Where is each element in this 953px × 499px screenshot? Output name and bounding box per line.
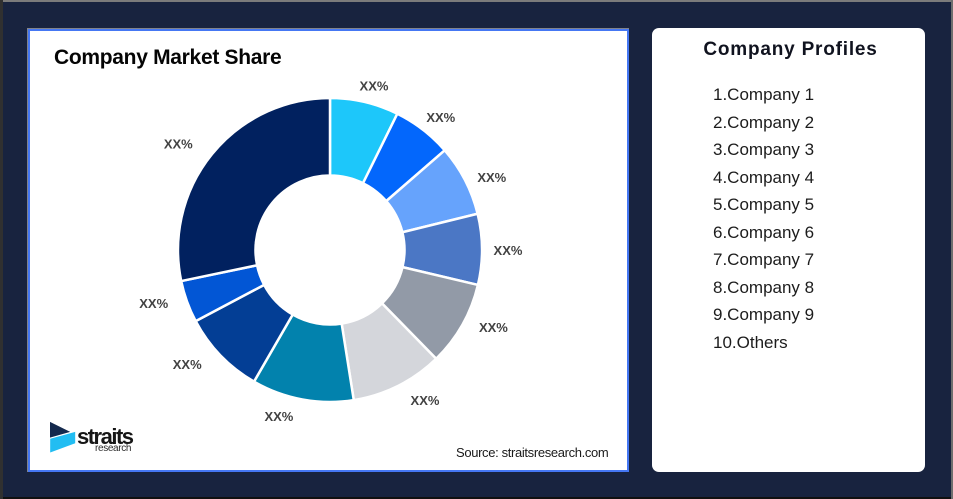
svg-text:XX%: XX% xyxy=(164,137,193,152)
svg-text:XX%: XX% xyxy=(477,170,506,185)
svg-text:XX%: XX% xyxy=(479,320,508,335)
svg-text:XX%: XX% xyxy=(411,393,440,408)
svg-text:XX%: XX% xyxy=(264,409,293,424)
svg-text:XX%: XX% xyxy=(173,357,202,372)
svg-text:XX%: XX% xyxy=(360,79,389,94)
svg-text:XX%: XX% xyxy=(426,110,455,125)
svg-text:XX%: XX% xyxy=(139,296,168,311)
svg-text:XX%: XX% xyxy=(494,243,523,258)
